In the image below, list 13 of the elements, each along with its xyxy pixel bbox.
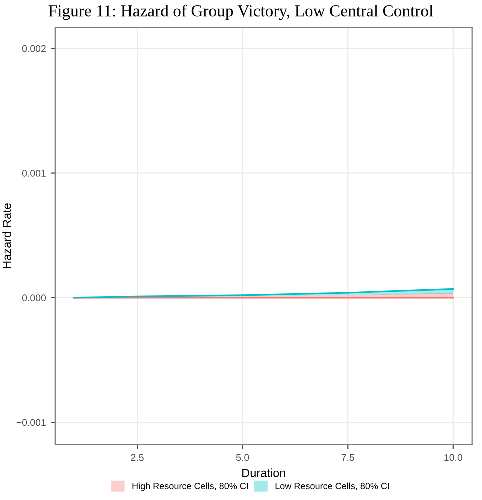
y-tick-label: 0.002 (22, 45, 46, 52)
x-tick-label: 5.0 (236, 454, 250, 462)
x-tick-label: 7.5 (342, 454, 354, 462)
y-tick-label: 0.000 (22, 294, 46, 302)
y-axis-title: Hazard Rate (2, 204, 12, 268)
y-tick-label: 0.001 (22, 170, 46, 177)
x-axis-title: Duration (242, 468, 286, 478)
legend-label: High Resource Cells, 80% CI (132, 482, 248, 492)
x-tick-label: 10.0 (444, 454, 462, 462)
x-tick-label: 2.5 (131, 454, 144, 462)
y-tick-label: −0.001 (16, 419, 46, 426)
legend-label: Low Resource Cells, 80% CI (276, 482, 390, 490)
chart-title: Figure 11: Hazard of Group Victory, Low Central Control (48, 4, 434, 20)
